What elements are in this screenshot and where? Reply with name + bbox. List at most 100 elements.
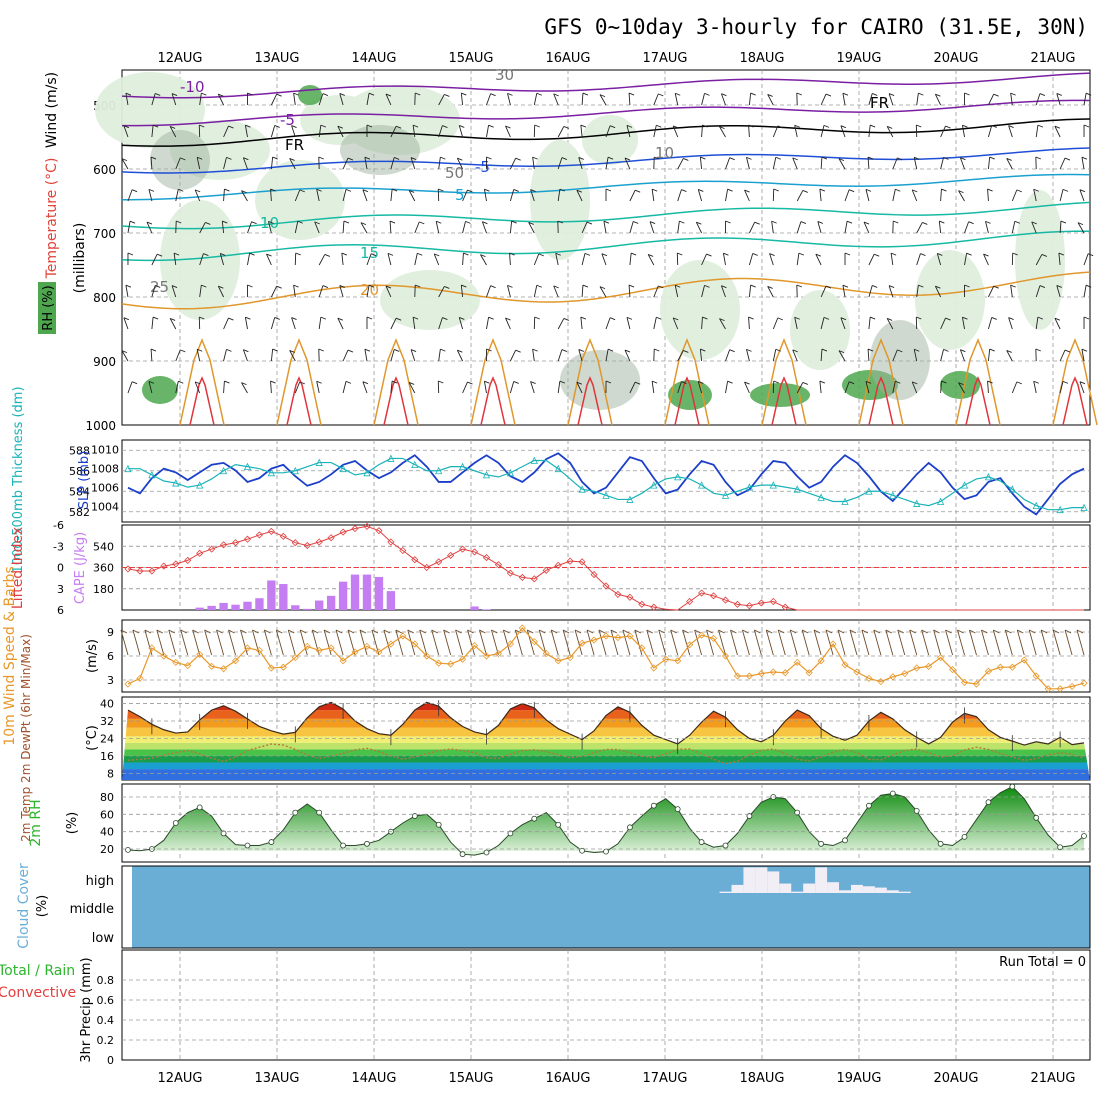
temp-band (122, 762, 1090, 770)
wind-barb-flag (180, 349, 186, 353)
wind10-barb-flag (1076, 629, 1084, 634)
wind-barb-flag (412, 316, 419, 320)
wind-barb-flag (700, 156, 706, 160)
wind-barb (820, 156, 823, 170)
wind-barb-flag (530, 381, 536, 385)
wind-barb (270, 157, 274, 170)
cape-bar (350, 574, 360, 610)
lifted-index-point (375, 527, 383, 535)
wind-barb-flag (1010, 284, 1016, 288)
wind-barb-flag (914, 156, 920, 160)
lifted-ylabel: Lifted Index (10, 527, 26, 609)
wind10-barb (933, 629, 942, 656)
wind-barb (701, 124, 703, 138)
wind-barb (746, 157, 750, 170)
cloud-level-label: high (86, 874, 114, 889)
wind-barb (462, 189, 468, 202)
wind-barb (748, 124, 750, 138)
wind-barb (339, 93, 344, 106)
wind10-barb (455, 629, 464, 656)
wind-barb (364, 349, 368, 362)
wind-barb-flag (628, 284, 635, 288)
wind-barb-flag (773, 188, 779, 192)
rh2m-point (937, 840, 944, 847)
wind10-barb-flag (909, 629, 916, 634)
wind-barb (725, 157, 731, 170)
wind-barb (628, 92, 631, 106)
rh2m-point (316, 809, 323, 816)
wind-barb (865, 381, 870, 394)
cloud-bar-high (815, 867, 828, 893)
wind10-barb (228, 629, 236, 656)
wind-barb-flag (320, 316, 327, 320)
thickness-point (196, 481, 204, 489)
lifted-index-point (363, 522, 371, 530)
wind-barb-flag (580, 316, 587, 320)
temp2m-tick: 8 (107, 767, 114, 780)
wind10-speed-point (566, 654, 574, 662)
wind-barb-flag (874, 253, 880, 257)
thickness-point (172, 479, 180, 487)
wind-barb (701, 253, 707, 266)
date-label-top: 16AUG (545, 51, 590, 66)
wind-barb-flag (459, 125, 465, 128)
wind-barb-flag (1079, 189, 1086, 193)
wind-barb (221, 221, 225, 234)
wind10-speed-point (937, 654, 945, 662)
wind-barb-flag (846, 220, 853, 224)
wind-barb (294, 189, 301, 202)
wind10-barb (120, 629, 129, 656)
wind-barb (318, 254, 326, 266)
wind-barb (1083, 93, 1087, 106)
wind-barb (581, 92, 584, 106)
precip-tick: 0.8 (97, 974, 115, 987)
thickness-point (267, 468, 276, 477)
lifted-index-point (291, 539, 299, 547)
wind-barb-flag (461, 284, 467, 288)
wind-barb-flag (1008, 125, 1014, 129)
wind-barb-flag (337, 125, 343, 129)
wind10-barb-flag (479, 629, 486, 634)
lifted-index-point (554, 561, 562, 569)
temp-contour-surface-warm (470, 337, 516, 426)
temp2m-line (127, 701, 1085, 746)
wind-barb-flag (962, 316, 968, 320)
wind10-barb (514, 629, 523, 656)
wind10-barb (1076, 629, 1085, 656)
wind-barb-flag (771, 220, 777, 224)
rh2m-point (244, 842, 251, 849)
wind-barb-flag (199, 316, 205, 320)
wind10-barb-flag (837, 629, 845, 634)
wind10-barb-flag (754, 629, 761, 634)
wind-barb-flag (943, 348, 949, 352)
wind-barb (987, 125, 993, 138)
wind10-barb (419, 629, 428, 656)
wind10-panel: 9 6 3 10m Wind Speed & Barbs (m/s) (2, 566, 1091, 746)
wind-barb (605, 349, 609, 362)
wind-barb (844, 189, 850, 202)
wind-barb (223, 317, 229, 330)
wind-barb-flag (817, 221, 823, 224)
date-label-top: 20AUG (933, 51, 978, 66)
rh-region (530, 140, 590, 260)
wind-barb-flag (656, 316, 662, 320)
wind-barb (1010, 285, 1013, 298)
wind-barb (125, 285, 129, 298)
wind-barb (244, 317, 248, 330)
wind-barb-flag (222, 220, 228, 224)
wind-barb (701, 93, 705, 106)
wind-barb (1008, 317, 1013, 330)
rh-region-moderate (560, 350, 640, 410)
wind-barb (677, 189, 682, 202)
wind-barb (677, 158, 684, 170)
precip-tick: 0.2 (97, 1034, 115, 1047)
wind10-barb-flag (431, 629, 438, 634)
wind10-speed-point (757, 670, 765, 678)
wind-barb (792, 349, 798, 362)
wind-barb-flag (945, 317, 951, 321)
wind-barb-flag (553, 285, 559, 289)
wind-barb-flag (916, 124, 922, 128)
wind-barb-flag (339, 285, 345, 288)
wind-barb-flag (723, 252, 729, 256)
temp-band (122, 769, 1090, 780)
